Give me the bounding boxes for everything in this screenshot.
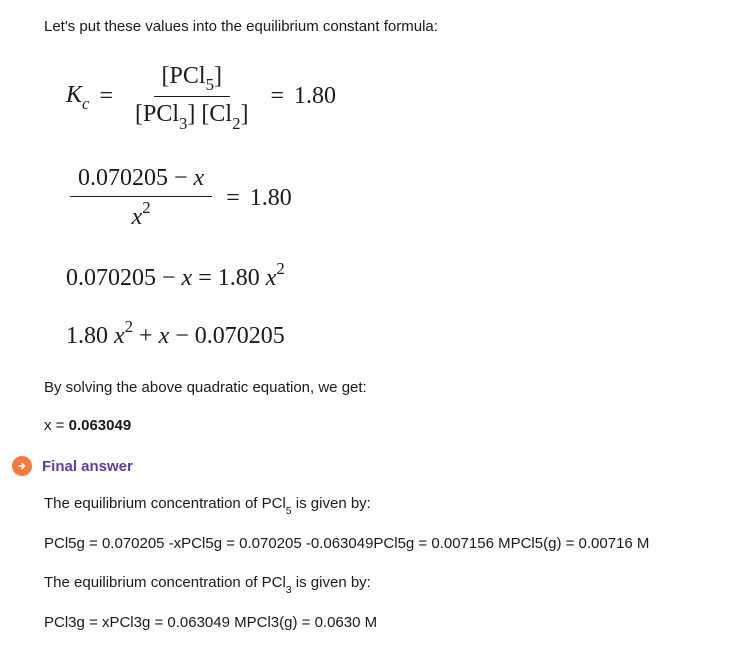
answer-pcl3-line: PCl3g = xPCl3g = 0.063049 MPCl3(g) = 0.0… [44, 609, 712, 638]
fraction-sub: 0.070205 − x x2 [70, 161, 212, 235]
equals-sign: = [226, 184, 240, 213]
kc-value: 1.80 [294, 82, 336, 111]
answer-pcl3-intro: The equilibrium concentration of PCl3 is… [44, 569, 712, 599]
solution-content: Let's put these values into the equilibr… [0, 0, 732, 667]
answer-pcl5-intro: The equilibrium concentration of PCl5 is… [44, 490, 712, 520]
equation-substituted: 0.070205 − x x2 = 1.80 [66, 161, 712, 235]
solving-text: By solving the above quadratic equation,… [44, 377, 712, 400]
fraction-kc: [PCl5] [PCl3] [Cl2] [127, 59, 256, 135]
rhs-value: 1.80 [250, 184, 292, 213]
intro-text: Let's put these values into the equilibr… [44, 16, 712, 39]
answer-pcl5-line: PCl5g = 0.070205 -xPCl5g = 0.070205 -0.0… [44, 530, 712, 559]
x-result: x = 0.063049 [44, 417, 712, 434]
kc-var: K [66, 82, 82, 108]
equation-kc-formula: Kc = [PCl5] [PCl3] [Cl2] = 1.80 [66, 59, 712, 135]
final-answer-header: Final answer [12, 456, 712, 476]
final-answer-title: Final answer [42, 458, 133, 475]
kc-sub: c [82, 94, 89, 113]
arrow-right-icon [12, 456, 32, 476]
equation-quadratic: 1.80 x2 + x − 0.070205 [66, 319, 712, 351]
equation-rearranged-1: 0.070205 − x = 1.80 x2 [66, 261, 712, 293]
equals-sign: = [270, 82, 284, 111]
equals-sign: = [99, 82, 113, 111]
